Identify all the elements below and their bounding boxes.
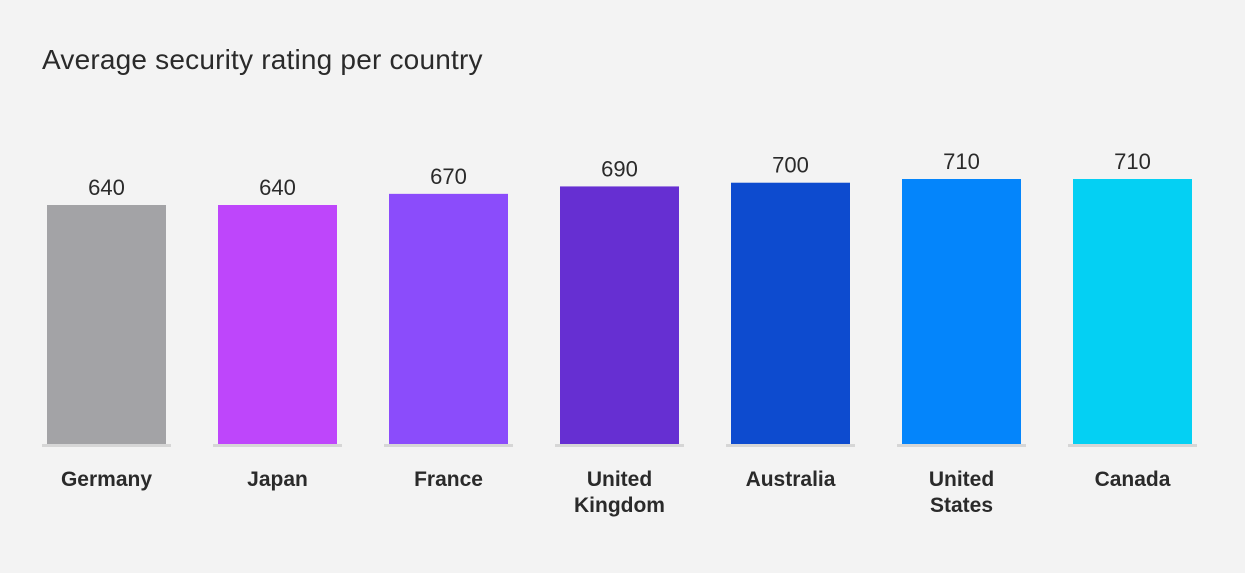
value-label-germany: 640 <box>88 175 125 200</box>
category-label-germany: Germany <box>61 468 152 491</box>
category-label-france: France <box>414 468 483 491</box>
baseline-canada <box>1068 444 1197 447</box>
value-label-australia: 700 <box>772 153 809 178</box>
bar-france <box>389 193 508 444</box>
value-label-united-states: 710 <box>943 149 980 174</box>
bar-canada <box>1073 179 1192 444</box>
value-label-japan: 640 <box>259 175 296 200</box>
value-label-canada: 710 <box>1114 149 1151 174</box>
category-label-united-states-line-1: United <box>929 468 994 491</box>
bar-japan <box>218 205 337 444</box>
category-label-canada: Canada <box>1095 468 1171 491</box>
baseline-united-states <box>897 444 1026 447</box>
bar-united-states <box>902 179 1021 444</box>
bar-germany <box>47 205 166 444</box>
baseline-germany <box>42 444 171 447</box>
category-label-united-kingdom-line-1: United <box>587 468 652 491</box>
baseline-france <box>384 444 513 447</box>
bar-united-kingdom <box>560 186 679 444</box>
category-label-japan: Japan <box>247 468 308 491</box>
value-label-united-kingdom: 690 <box>601 156 638 181</box>
baseline-australia <box>726 444 855 447</box>
value-label-france: 670 <box>430 164 467 189</box>
category-label-australia: Australia <box>746 468 836 491</box>
baseline-united-kingdom <box>555 444 684 447</box>
bar-australia <box>731 182 850 444</box>
category-label-united-states-line-2: States <box>930 494 993 517</box>
category-label-united-kingdom-line-2: Kingdom <box>574 494 665 517</box>
baseline-japan <box>213 444 342 447</box>
chart-title: Average security rating per country <box>42 44 483 75</box>
